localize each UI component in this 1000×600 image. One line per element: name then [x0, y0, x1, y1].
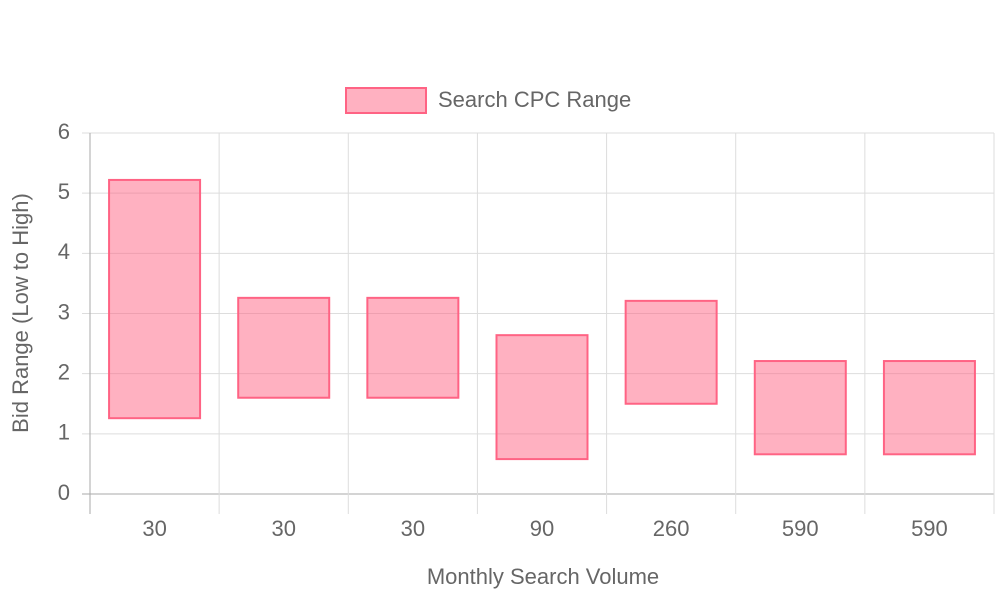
bar: [495, 334, 589, 461]
x-tick-label: 590: [782, 516, 819, 541]
bar: [624, 299, 718, 405]
x-tick-label: 590: [911, 516, 948, 541]
y-axis-label: Bid Range (Low to High): [8, 193, 33, 433]
bar: [237, 296, 331, 399]
y-tick-label: 4: [58, 239, 70, 264]
y-tick-label: 2: [58, 359, 70, 384]
y-tick-label: 6: [58, 119, 70, 144]
bar: [753, 360, 847, 456]
x-tick-label: 30: [271, 516, 295, 541]
bar: [366, 296, 460, 399]
bar: [882, 360, 976, 456]
x-tick-label: 90: [530, 516, 554, 541]
legend-label: Search CPC Range: [438, 87, 631, 112]
x-tick-label: 30: [142, 516, 166, 541]
bar: [108, 178, 202, 420]
y-tick-label: 1: [58, 420, 70, 445]
y-tick-label: 5: [58, 179, 70, 204]
x-tick-label: 260: [653, 516, 690, 541]
y-tick-label: 0: [58, 480, 70, 505]
legend-swatch: [345, 87, 427, 114]
x-tick-label: 30: [401, 516, 425, 541]
x-axis-label: Monthly Search Volume: [427, 564, 659, 589]
y-tick-label: 3: [58, 299, 70, 324]
